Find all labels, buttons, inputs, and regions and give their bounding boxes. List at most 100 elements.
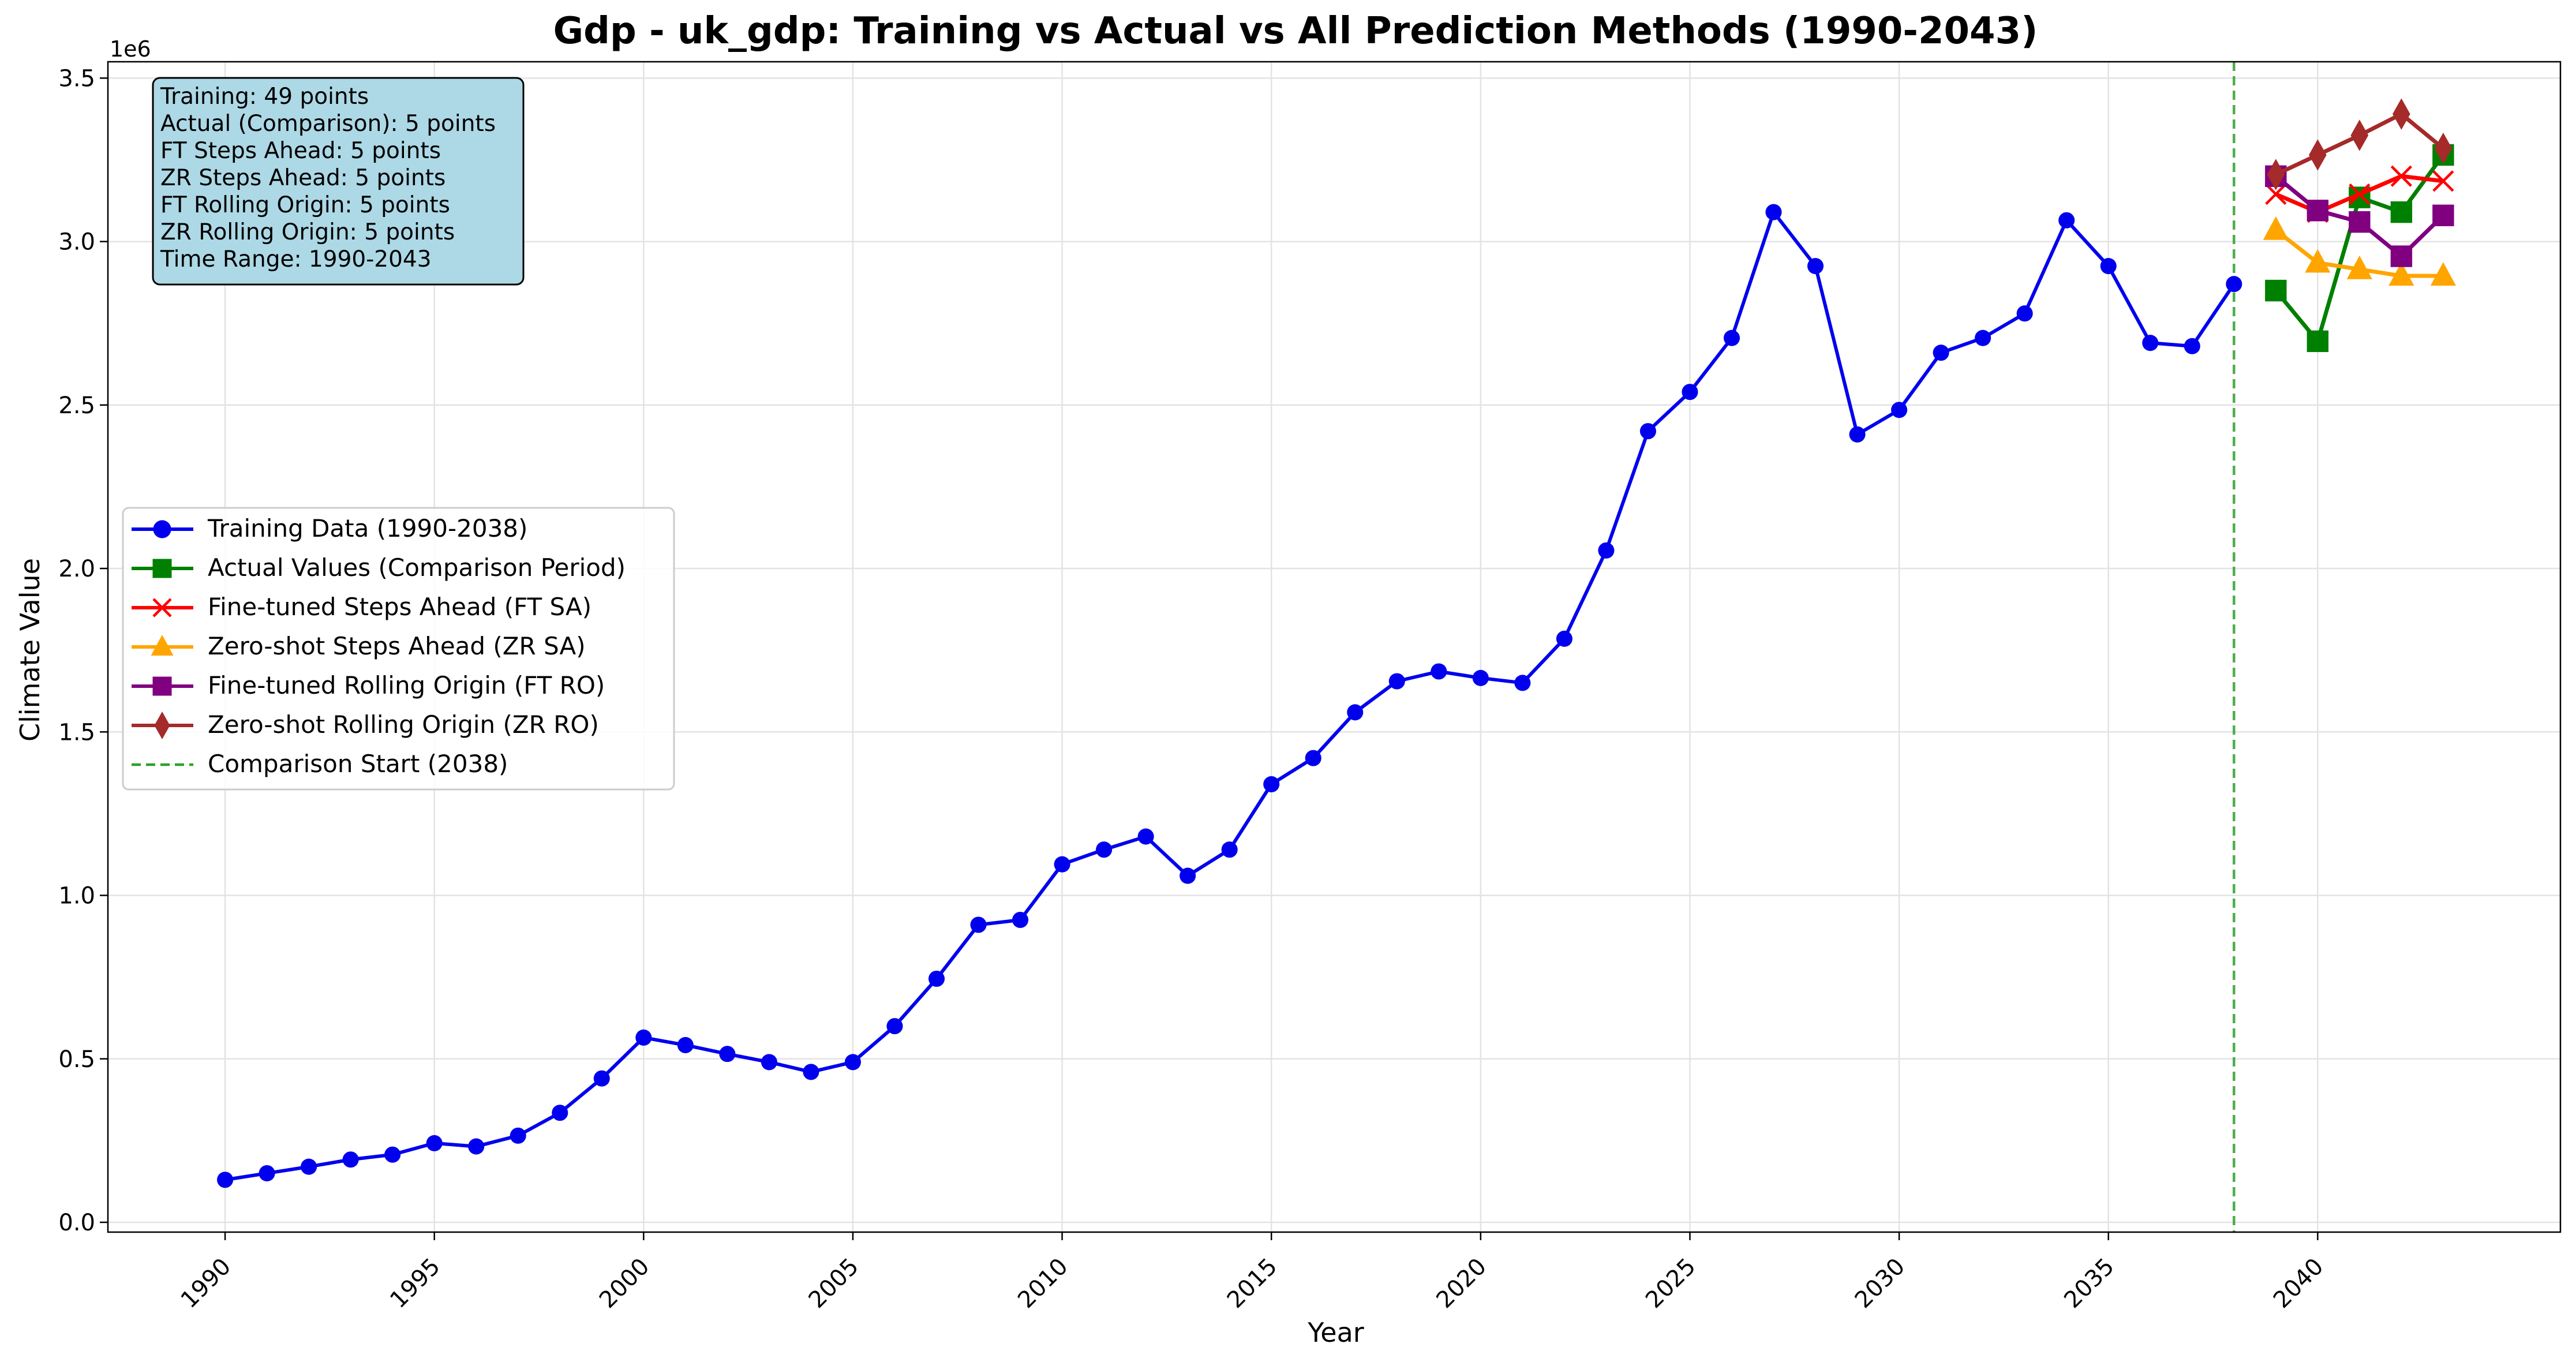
data-point bbox=[1639, 423, 1656, 440]
data-point bbox=[2265, 279, 2287, 302]
data-point bbox=[1096, 841, 1113, 858]
series-group bbox=[2265, 165, 2454, 223]
y-tick-label: 2.0 bbox=[58, 556, 95, 582]
data-point bbox=[1682, 384, 1698, 401]
data-point bbox=[2265, 183, 2287, 205]
info-box-line: Time Range: 1990-2043 bbox=[160, 246, 432, 272]
data-point bbox=[2390, 165, 2412, 187]
data-point bbox=[2392, 98, 2410, 130]
data-point bbox=[2016, 305, 2033, 322]
legend-swatch-marker bbox=[152, 676, 172, 696]
info-box-background bbox=[152, 77, 525, 286]
data-point bbox=[677, 1036, 694, 1054]
data-point bbox=[1514, 675, 1531, 691]
data-point bbox=[2058, 212, 2075, 229]
data-point bbox=[510, 1127, 526, 1144]
data-point bbox=[2309, 139, 2327, 171]
data-point bbox=[1849, 426, 1866, 443]
data-point bbox=[1765, 204, 1782, 220]
data-point bbox=[2307, 200, 2329, 222]
data-point bbox=[2390, 201, 2413, 223]
y-tick-label: 0.5 bbox=[58, 1046, 95, 1073]
legend-label: Actual Values (Comparison Period) bbox=[208, 553, 626, 582]
data-point bbox=[1054, 856, 1070, 873]
data-point bbox=[1975, 330, 1991, 346]
data-point bbox=[635, 1029, 652, 1046]
data-point bbox=[1723, 330, 1740, 346]
y-tick-label: 1.5 bbox=[58, 719, 95, 746]
data-point bbox=[217, 1172, 234, 1188]
data-point bbox=[468, 1138, 485, 1155]
y-axis-scale-label: 1e6 bbox=[110, 36, 151, 62]
info-box-line: Training: 49 points bbox=[160, 84, 369, 110]
data-point bbox=[2349, 211, 2371, 233]
legend-swatch-marker bbox=[154, 712, 170, 739]
data-point bbox=[2263, 216, 2289, 240]
y-tick-label: 3.5 bbox=[58, 65, 95, 92]
data-point bbox=[719, 1046, 736, 1062]
data-point bbox=[1263, 776, 1280, 792]
info-box-line: ZR Steps Ahead: 5 points bbox=[160, 165, 445, 191]
data-point bbox=[761, 1054, 777, 1071]
data-point bbox=[1933, 345, 1949, 361]
data-point bbox=[384, 1146, 401, 1163]
data-point bbox=[803, 1064, 819, 1080]
data-point bbox=[2432, 170, 2454, 192]
series-group bbox=[2263, 216, 2457, 286]
data-point bbox=[1137, 828, 1154, 845]
data-point bbox=[1807, 258, 1824, 275]
data-point bbox=[2350, 119, 2369, 151]
legend-label: Zero-shot Steps Ahead (ZR SA) bbox=[208, 632, 586, 660]
data-point bbox=[426, 1135, 443, 1151]
data-point bbox=[2307, 330, 2329, 353]
data-point bbox=[552, 1105, 568, 1121]
data-point bbox=[1556, 630, 1572, 647]
y-tick-label: 3.0 bbox=[58, 229, 95, 256]
data-point bbox=[2430, 262, 2457, 286]
y-tick-label: 2.5 bbox=[58, 392, 95, 419]
data-point bbox=[2100, 258, 2117, 275]
chart-title: Gdp - uk_gdp: Training vs Actual vs All … bbox=[553, 10, 2038, 53]
y-axis-label: Climate Value bbox=[14, 558, 46, 742]
data-point bbox=[928, 970, 945, 987]
data-point bbox=[1598, 542, 1615, 559]
legend-frame bbox=[122, 507, 675, 791]
data-point bbox=[2305, 249, 2331, 273]
grid-layer bbox=[108, 62, 2560, 1232]
legend-swatch-marker bbox=[153, 520, 171, 538]
data-point bbox=[844, 1054, 861, 1071]
data-point bbox=[1180, 867, 1196, 884]
data-point bbox=[1347, 704, 1364, 721]
data-point bbox=[2349, 183, 2371, 205]
data-point bbox=[2432, 204, 2454, 226]
legend-label: Fine-tuned Rolling Origin (FT RO) bbox=[208, 671, 605, 699]
legend-swatch-marker bbox=[152, 598, 172, 617]
legend-label: Fine-tuned Steps Ahead (FT SA) bbox=[208, 593, 591, 621]
y-tick-label: 0.0 bbox=[58, 1210, 95, 1236]
y-tick-label: 1.0 bbox=[58, 883, 95, 910]
data-point bbox=[259, 1165, 275, 1182]
data-point bbox=[2346, 255, 2372, 279]
data-point bbox=[2388, 262, 2414, 286]
data-point bbox=[1221, 841, 1238, 858]
data-point bbox=[970, 916, 987, 933]
legend-swatch-marker bbox=[152, 559, 172, 578]
data-point bbox=[301, 1158, 317, 1175]
info-box-line: ZR Rolling Origin: 5 points bbox=[160, 219, 455, 245]
legend: Training Data (1990-2038) Actual Values … bbox=[122, 507, 675, 791]
x-axis-label: Year bbox=[1307, 1317, 1364, 1348]
data-point bbox=[886, 1018, 903, 1035]
info-box-line: FT Steps Ahead: 5 points bbox=[160, 138, 441, 164]
info-box-line: Actual (Comparison): 5 points bbox=[160, 111, 496, 137]
legend-label: Zero-shot Rolling Origin (ZR RO) bbox=[208, 710, 599, 739]
legend-swatch-marker bbox=[151, 635, 174, 656]
series-group bbox=[217, 204, 2242, 1188]
legend-swatches bbox=[132, 520, 193, 766]
data-point bbox=[1388, 673, 1405, 690]
data-point bbox=[1305, 750, 1321, 766]
data-point bbox=[1431, 663, 1447, 680]
info-box: Training: 49 points Actual (Comparison):… bbox=[152, 77, 525, 286]
data-point bbox=[1472, 669, 1489, 686]
